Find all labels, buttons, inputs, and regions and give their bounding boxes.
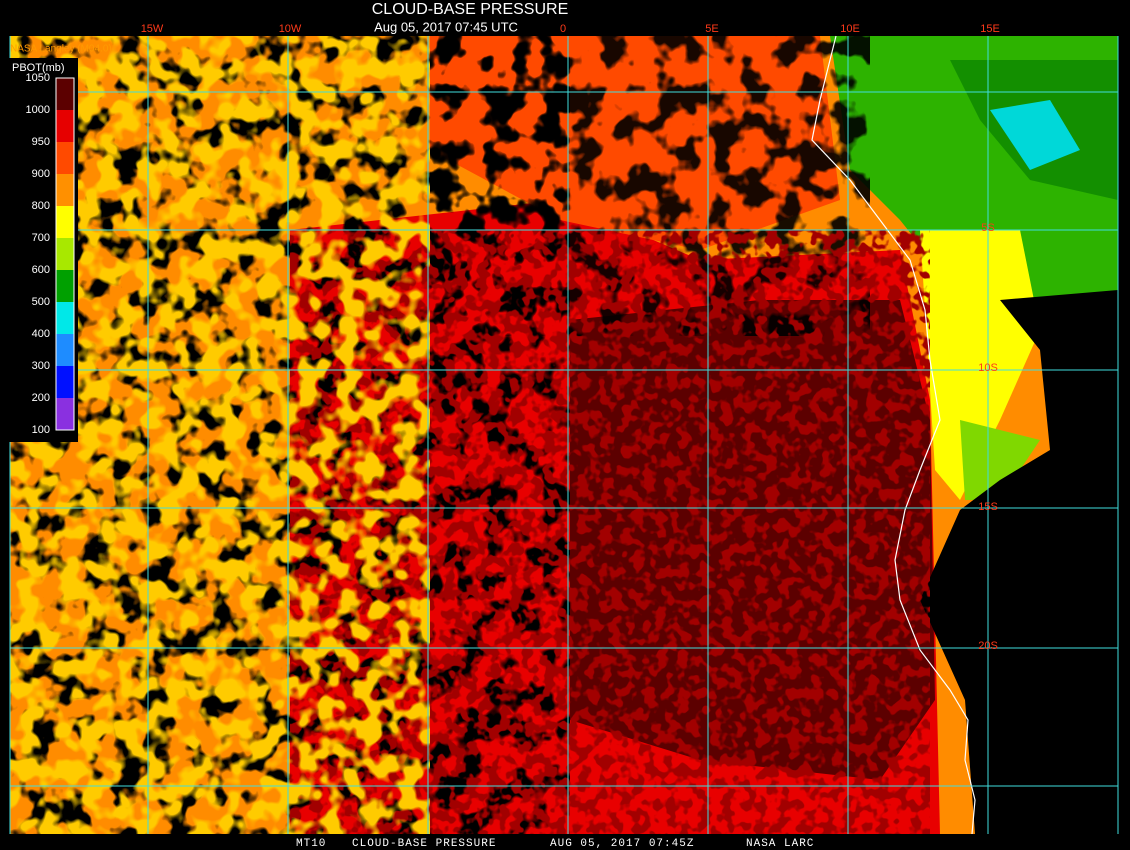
title: CLOUD-BASE PRESSURE: [372, 1, 569, 18]
color-swatch: [56, 334, 74, 366]
cloud-field: [920, 230, 1040, 500]
footer-text: CLOUD-BASE PRESSURE: [352, 838, 496, 850]
color-swatch: [56, 206, 74, 238]
color-swatch: [56, 238, 74, 270]
scale-label: 700: [32, 232, 50, 244]
scale-label: 1000: [26, 104, 50, 116]
color-swatch: [56, 174, 74, 206]
footer: MT10 CLOUD-BASE PRESSURE AUG 05, 2017 07:4…: [296, 838, 814, 850]
scale-label: 300: [32, 360, 50, 372]
color-swatch: [56, 78, 74, 110]
color-swatch: [56, 398, 74, 430]
footer-text: NASA LARC: [746, 838, 814, 850]
longitude-label: 15E: [980, 23, 1000, 35]
cloud-field: [960, 420, 1040, 500]
latitude-label: 10S: [978, 362, 998, 374]
longitude-label: 10W: [279, 23, 302, 35]
subtitle: Aug 05, 2017 07:45 UTC: [374, 19, 518, 34]
scale-label: 200: [32, 392, 50, 404]
cloud-field: [990, 100, 1080, 170]
scale-label: 400: [32, 328, 50, 340]
scale-label: 100: [32, 424, 50, 436]
scale-label: 1050: [26, 72, 50, 84]
legend-label: PBOT(mb): [12, 62, 65, 74]
longitude-label: 5E: [705, 23, 718, 35]
scale-label: 800: [32, 200, 50, 212]
latitude-label: 20S: [978, 640, 998, 652]
longitude-label: 0: [560, 23, 566, 35]
imagery: [10, 35, 1118, 835]
color-swatch: [56, 302, 74, 334]
land: [920, 290, 1118, 834]
scale-label: 900: [32, 168, 50, 180]
color-swatch: [56, 110, 74, 142]
longitude-label: 15W: [141, 23, 164, 35]
credit: NASA Langley (M04.0): [10, 44, 112, 55]
latitude-label: 15S: [978, 501, 998, 513]
lat-lon-grid: [9, 36, 1119, 834]
scale-label: 500: [32, 296, 50, 308]
scale-label: 600: [32, 264, 50, 276]
color-swatch: [56, 270, 74, 302]
footer-text: MT10: [296, 838, 326, 850]
color-scale: 1050 1000 950 900 800 700 600 500 400 300 200 100: [26, 72, 75, 436]
footer-text: AUG 05, 2017 07:45Z: [550, 838, 694, 850]
color-scale-frame: [55, 77, 75, 431]
coastline: [811, 35, 976, 835]
color-swatch: [56, 366, 74, 398]
scale-label: 950: [32, 136, 50, 148]
cloud-texture: [10, 36, 430, 834]
grid-labels: 15W 10W 0 5E 10E 15E 5S 10S 15S 20S: [141, 23, 1000, 652]
latitude-label: 5S: [981, 222, 994, 234]
longitude-label: 10E: [840, 23, 860, 35]
color-swatch: [56, 142, 74, 174]
